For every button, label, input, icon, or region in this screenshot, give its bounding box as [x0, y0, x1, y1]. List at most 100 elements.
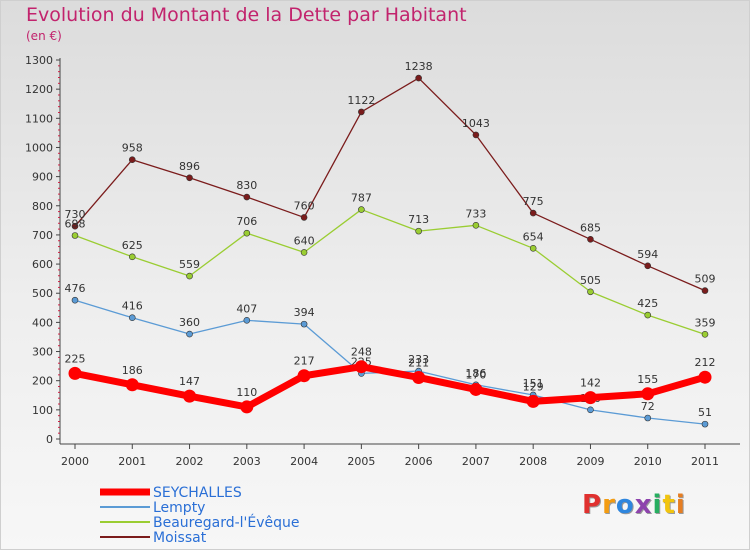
data-label: 896: [179, 160, 200, 173]
data-point: [71, 296, 79, 304]
data-point: [186, 330, 193, 338]
data-point: [128, 253, 136, 261]
x-tick-label: 2006: [405, 455, 433, 468]
y-tick-label: 1200: [25, 83, 53, 96]
data-point: [529, 245, 537, 252]
series-line: [74, 208, 706, 335]
data-label: 186: [465, 367, 486, 380]
data-label: 685: [580, 221, 601, 234]
data-point: [128, 156, 136, 164]
y-tick-label: 100: [32, 404, 53, 417]
logo-letter: i: [675, 490, 686, 520]
series-line: [74, 363, 706, 411]
data-point: [641, 387, 655, 401]
data-label: 170: [465, 368, 486, 381]
data-point: [526, 394, 540, 408]
data-point: [358, 206, 365, 213]
data-point: [71, 222, 79, 230]
data-label: 416: [122, 300, 143, 313]
data-label: 129: [523, 380, 544, 393]
y-tick-label: 600: [32, 258, 53, 271]
data-point: [587, 288, 594, 296]
data-point: [472, 222, 480, 229]
data-label: 425: [637, 297, 658, 310]
x-tick-label: 2001: [118, 455, 146, 468]
data-point: [186, 272, 193, 280]
data-point: [529, 209, 537, 217]
data-label: 509: [695, 273, 716, 286]
legend-label: SEYCHALLES: [153, 485, 242, 501]
data-label: 594: [637, 248, 658, 261]
data-label: 394: [294, 306, 315, 319]
data-label: 559: [179, 258, 200, 271]
data-label: 775: [523, 195, 544, 208]
x-tick-label: 2009: [576, 455, 604, 468]
data-point: [469, 382, 483, 396]
x-tick-label: 2011: [691, 455, 719, 468]
data-point: [701, 420, 709, 428]
legend-label: Beauregard-l'Évêque: [153, 514, 300, 531]
logo-letter: r: [602, 490, 616, 520]
series-line: [74, 299, 706, 425]
proxiti-logo: Proxiti: [582, 490, 686, 520]
data-label: 476: [65, 282, 86, 295]
data-label: 730: [65, 208, 86, 221]
data-label: 787: [351, 192, 372, 205]
data-label: 713: [408, 213, 429, 226]
data-point: [415, 227, 422, 235]
data-label: 51: [698, 406, 712, 419]
data-point: [243, 229, 251, 237]
data-label: 72: [641, 400, 655, 413]
data-label: 359: [695, 316, 716, 329]
data-label: 147: [179, 375, 200, 388]
data-point: [243, 193, 251, 201]
chart-unit: (en €): [26, 29, 62, 43]
logo-letter: i: [652, 490, 663, 520]
data-point: [583, 391, 597, 405]
data-label: 248: [351, 346, 372, 359]
data-point: [701, 331, 709, 338]
data-label: 211: [408, 356, 429, 369]
data-point: [125, 378, 139, 392]
data-label: 625: [122, 239, 143, 252]
x-tick-label: 2004: [290, 455, 318, 468]
data-label: 958: [122, 142, 143, 155]
data-point: [68, 366, 82, 380]
data-label: 1122: [347, 94, 375, 107]
data-label: 360: [179, 316, 200, 329]
data-point: [644, 311, 652, 319]
data-point: [358, 108, 365, 116]
y-tick-label: 500: [32, 287, 53, 300]
data-point: [415, 74, 422, 82]
data-point: [587, 406, 594, 414]
x-tick-label: 2003: [233, 455, 261, 468]
chart-title: Evolution du Montant de la Dette par Hab…: [26, 4, 467, 26]
data-label: 733: [465, 207, 486, 220]
logo-letter: P: [582, 490, 603, 520]
y-tick-label: 700: [32, 229, 53, 242]
data-label: 155: [637, 373, 658, 386]
data-label: 654: [523, 230, 544, 243]
data-label: 1043: [462, 117, 490, 130]
data-point: [644, 262, 652, 270]
logo-letter: o: [615, 490, 635, 520]
y-tick-label: 1300: [25, 54, 53, 67]
y-tick-label: 300: [32, 346, 53, 359]
x-tick-label: 2008: [519, 455, 547, 468]
data-point: [701, 287, 709, 294]
y-tick-label: 1100: [25, 112, 53, 125]
y-tick-label: 800: [32, 200, 53, 213]
data-point: [240, 400, 254, 414]
data-label: 1238: [405, 60, 433, 73]
data-label: 233: [408, 353, 429, 366]
data-point: [71, 232, 79, 239]
y-tick-label: 900: [32, 171, 53, 184]
logo-letter: t: [662, 490, 676, 520]
y-tick-label: 1000: [25, 141, 53, 154]
data-point: [644, 414, 652, 422]
data-label: 706: [236, 215, 257, 228]
y-tick-label: 200: [32, 375, 53, 388]
legend-label: Moissat: [153, 530, 207, 546]
